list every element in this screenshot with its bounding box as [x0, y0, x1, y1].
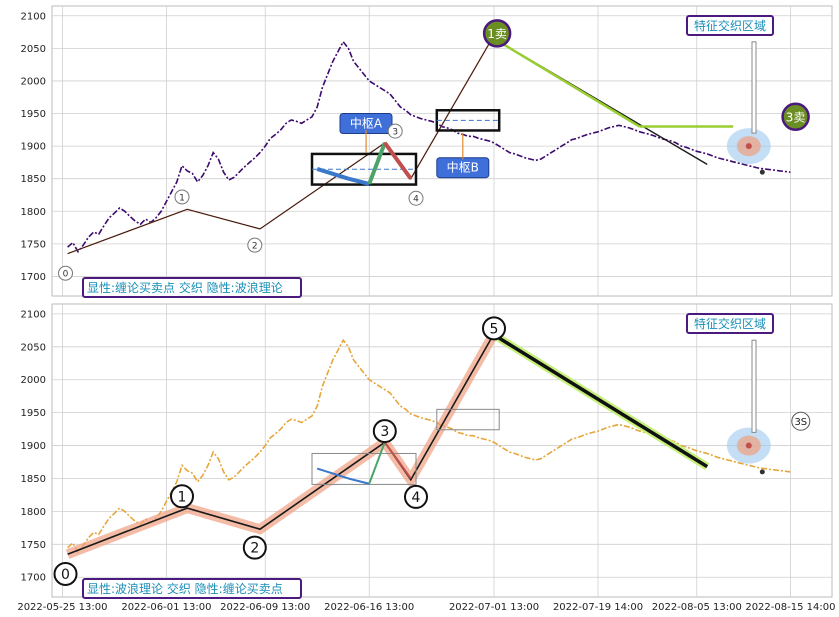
point-label: 4 — [413, 195, 419, 205]
plot-area — [51, 303, 833, 598]
point-label: 1 — [179, 193, 185, 203]
point-label: 2 — [252, 242, 258, 252]
x-tick-label: 2022-06-09 13:00 — [220, 602, 310, 613]
y-tick-label: 1700 — [21, 272, 46, 283]
annotation-label: 特征交织区域 — [694, 18, 766, 33]
x-tick-label: 2022-06-01 13:00 — [121, 602, 211, 613]
wave-decline — [493, 333, 709, 469]
bi-line-black — [67, 35, 495, 254]
wave-label: 3 — [380, 424, 389, 440]
wave-line — [67, 333, 495, 555]
sell3-badge — [781, 102, 810, 132]
sell1-badge — [482, 19, 512, 48]
wave-label: 0 — [61, 567, 70, 583]
y-tick-label: 1900 — [21, 142, 46, 153]
y-tick-label: 2100 — [21, 309, 46, 320]
wave-label: 5 — [490, 321, 499, 337]
zhongshu-segment — [383, 441, 412, 480]
y-tick-label: 1850 — [21, 174, 46, 185]
corner-text: 显性:波浪理论 交织 隐性:缠论买卖点 — [87, 581, 283, 596]
sell3-badge-label: 3卖 — [786, 110, 806, 124]
overlap-whisker-box — [751, 339, 757, 433]
zhongshu-box-faint — [311, 452, 417, 485]
decline-line-green — [493, 37, 641, 128]
y-tick-label: 1750 — [21, 540, 46, 551]
overlap-low-dot — [759, 169, 765, 175]
x-tick-label: 2022-08-05 13:00 — [652, 602, 742, 613]
wave-marker — [170, 484, 194, 509]
zhongshu-segment — [347, 176, 370, 186]
zhongshu-segment — [316, 167, 349, 181]
y-tick-label: 2000 — [21, 76, 46, 87]
y-tick-label: 1700 — [21, 573, 46, 584]
wave-marker — [372, 419, 397, 444]
point-marker — [247, 237, 263, 253]
wave-marker — [53, 561, 78, 586]
wave-marker — [404, 484, 428, 509]
x-tick-label: 2022-05-25 13:00 — [17, 602, 107, 613]
zhongshu-box-faint — [436, 408, 500, 431]
annotation-label: 特征交织区域 — [694, 316, 766, 331]
panel-1: 1700 1750 1800 1850 1900 1950 2000 2050 2100 中枢A 中… — [21, 5, 833, 298]
y-tick-label: 1750 — [21, 239, 46, 250]
x-tick-label: 2022-06-16 13:00 — [324, 602, 414, 613]
zhongshu-segment — [316, 467, 349, 480]
y-tick-label: 2100 — [21, 11, 46, 22]
price-line — [67, 40, 791, 254]
panel-2: 1700 1750 1800 1850 1900 1950 2000 2050 2100 0 1 2 3… — [21, 303, 833, 599]
wave-label: 4 — [412, 490, 421, 506]
corner-text: 显性:缠论买卖点 交织 隐性:波浪理论 — [87, 280, 283, 295]
y-tick-label: 2000 — [21, 375, 46, 386]
point-marker — [408, 190, 424, 206]
x-tick-label: 2022-07-01 13:00 — [449, 602, 539, 613]
sell3s-badge — [791, 411, 811, 431]
overlap-dot — [745, 143, 752, 150]
y-tick-label: 1800 — [21, 507, 46, 518]
y-tick-label: 1850 — [21, 474, 46, 485]
wave-marker — [242, 535, 267, 560]
zhongshu-b-label: 中枢B — [447, 160, 479, 175]
y-tick-label: 1950 — [21, 109, 46, 120]
y-tick-label: 1900 — [21, 441, 46, 452]
annotation-box — [686, 313, 774, 334]
y-tick-label: 2050 — [21, 342, 46, 353]
point-marker — [58, 265, 74, 281]
point-marker — [174, 189, 190, 205]
y-tick-label: 1800 — [21, 207, 46, 218]
sell1-badge-label: 1卖 — [487, 27, 507, 41]
point-label: 0 — [63, 270, 69, 280]
x-tick-label: 2022-08-15 14:00 — [745, 602, 835, 613]
point-label: 3 — [392, 128, 398, 138]
annotation-box — [686, 15, 774, 36]
sell3s-badge-label: 3S — [794, 417, 807, 428]
wave-label: 2 — [250, 541, 259, 557]
overlap-dot — [745, 442, 752, 449]
corner-text-box — [82, 578, 302, 599]
zhongshu-segment — [383, 141, 413, 180]
wave-marker — [482, 316, 506, 341]
corner-text-box — [82, 277, 302, 298]
overlap-low-dot — [759, 469, 765, 475]
zhongshu-segment — [348, 477, 370, 485]
overlap-whisker-box — [751, 41, 757, 134]
plot-area — [51, 5, 833, 297]
y-tick-label: 1950 — [21, 408, 46, 419]
y-tick-label: 2050 — [21, 44, 46, 55]
point-marker — [387, 123, 403, 139]
zhongshu-segment — [367, 142, 387, 185]
x-tick-label: 2022-07-19 14:00 — [553, 602, 643, 613]
zhongshu-a-label: 中枢A — [350, 116, 383, 131]
zhongshu-segment — [368, 441, 386, 485]
wave-label: 1 — [178, 489, 187, 505]
